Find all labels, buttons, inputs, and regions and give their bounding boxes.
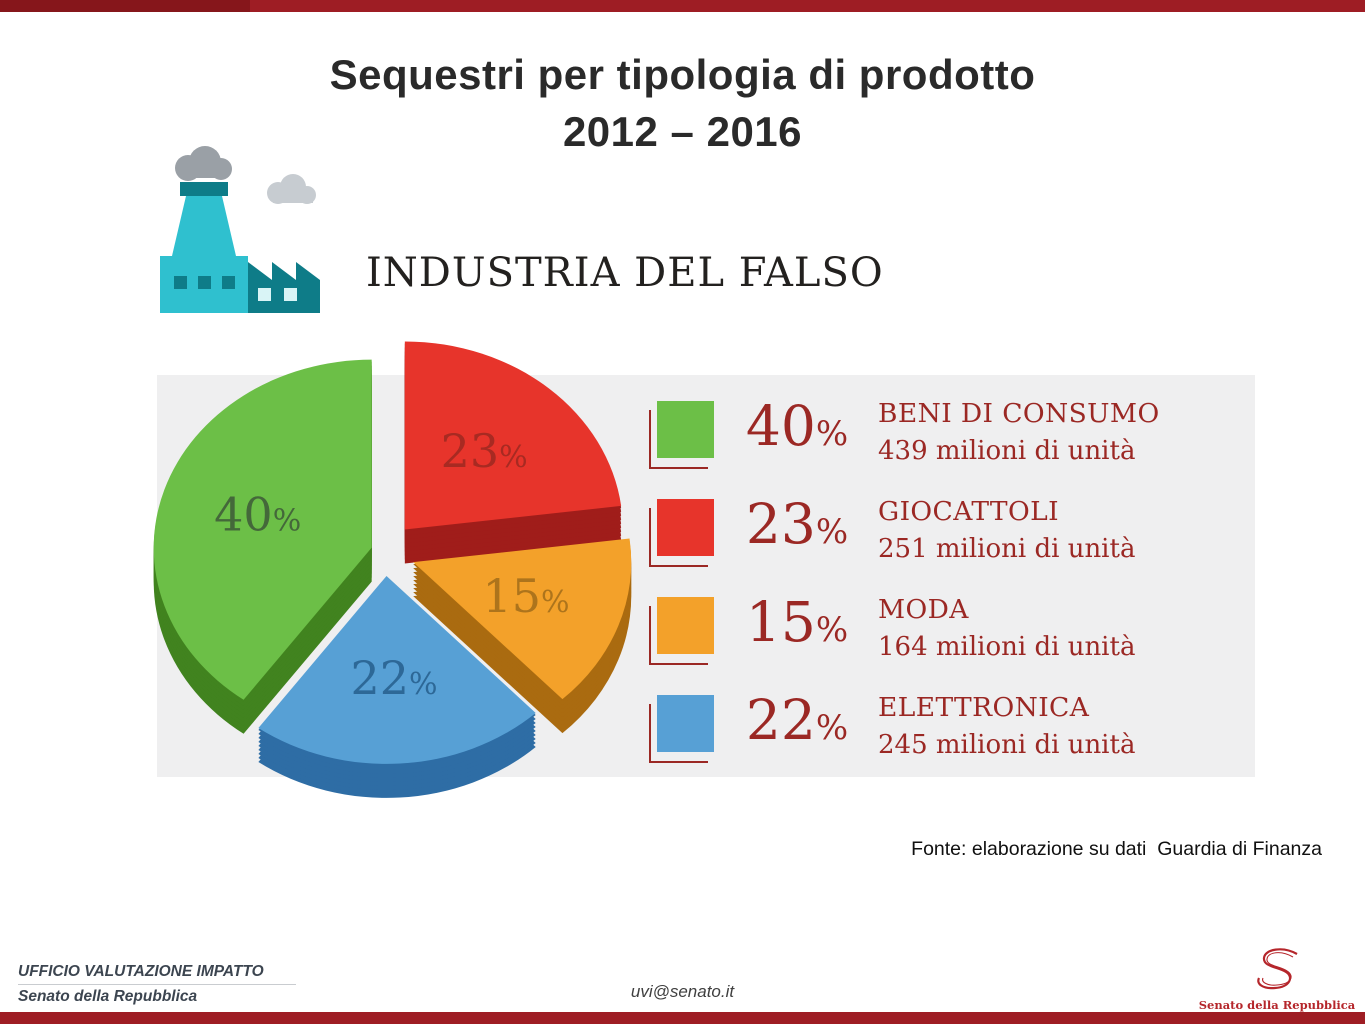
legend-category-name: ELETTRONICA: [878, 692, 1090, 723]
pie-slice: [404, 341, 622, 530]
chimney-funnel: [172, 196, 236, 256]
legend-item: 40% BENI DI CONSUMO 439 milioni di unità: [649, 394, 1160, 494]
pie-chart: 40% 23% 15% 22%: [153, 341, 632, 798]
factory-body-sawtooth: [248, 262, 320, 313]
smoke-cloud-dark: [175, 146, 232, 181]
factory-icon: [160, 146, 320, 313]
top-accent-bar-dark-segment: [0, 0, 250, 12]
chimney-cap: [180, 182, 228, 196]
legend-swatch: [649, 401, 714, 469]
page-title-line2: 2012 – 2016: [562, 108, 803, 155]
legend-units: 251 milioni di unità: [878, 534, 1136, 564]
industria-del-falso-label: INDUSTRIA DEL FALSO: [366, 250, 884, 296]
legend-units: 164 milioni di unità: [878, 632, 1136, 662]
legend-category-name: BENI DI CONSUMO: [878, 398, 1160, 429]
legend-text: GIOCATTOLI 251 milioni di unità: [878, 494, 1136, 565]
smoke-cloud-light: [267, 174, 316, 204]
legend-swatch: [649, 499, 714, 567]
footer-institution-name: Senato della Repubblica: [18, 988, 198, 1005]
top-accent-bar: [0, 0, 1365, 12]
page-title-line1: Sequestri per tipologia di prodotto: [329, 51, 1036, 98]
chart-legend: 40% BENI DI CONSUMO 439 milioni di unità 23…: [649, 394, 1160, 788]
footer-office-block: UFFICIO VALUTAZIONE IMPATTO Senato della…: [18, 962, 296, 1007]
legend-text: MODA 164 milioni di unità: [878, 592, 1136, 663]
pie-slice-label: 15%: [482, 569, 569, 623]
legend-item: 15% MODA 164 milioni di unità: [649, 590, 1160, 690]
senato-logo-caption: Senato della Repubblica: [1198, 998, 1356, 1012]
pie-slice-label: 40%: [214, 488, 301, 542]
legend-text: BENI DI CONSUMO 439 milioni di unità: [878, 396, 1160, 467]
page-title: Sequestri per tipologia di prodotto 2012…: [0, 46, 1365, 160]
legend-swatch: [649, 597, 714, 665]
footer-office-name: UFFICIO VALUTAZIONE IMPATTO: [18, 962, 296, 985]
legend-category-name: MODA: [878, 594, 969, 625]
legend-item: 22% ELETTRONICA 245 milioni di unità: [649, 688, 1160, 788]
factory-windows-light: [258, 288, 297, 301]
legend-swatch: [649, 695, 714, 763]
pie-slice: [413, 538, 632, 700]
legend-percent: 22%: [745, 688, 849, 752]
legend-units: 245 milioni di unità: [878, 730, 1136, 760]
legend-units: 439 milioni di unità: [878, 436, 1136, 466]
pie-slice-label: 23%: [441, 424, 528, 478]
legend-percent: 23%: [745, 492, 849, 556]
industria-del-falso-brand: INDUSTRIA DEL FALSO: [158, 138, 884, 316]
legend-category-name: GIOCATTOLI: [878, 496, 1059, 527]
legend-text: ELETTRONICA 245 milioni di unità: [878, 690, 1136, 761]
pie-slice: [258, 575, 536, 764]
footer-email: uvi@senato.it: [630, 982, 735, 1001]
bottom-accent-bar: [0, 1012, 1365, 1024]
pie-slice: [153, 359, 372, 700]
legend-item: 23% GIOCATTOLI 251 milioni di unità: [649, 492, 1160, 592]
legend-percent: 15%: [745, 590, 849, 654]
factory-windows-dark: [174, 276, 235, 289]
legend-percent: 40%: [745, 394, 849, 458]
senato-logo-icon: [1257, 948, 1298, 990]
source-note: Fonte: elaborazione su dati Guardia di F…: [911, 838, 1322, 860]
senato-logo: Senato della Repubblica: [1197, 948, 1357, 1012]
pie-slice-label: 22%: [350, 651, 437, 705]
